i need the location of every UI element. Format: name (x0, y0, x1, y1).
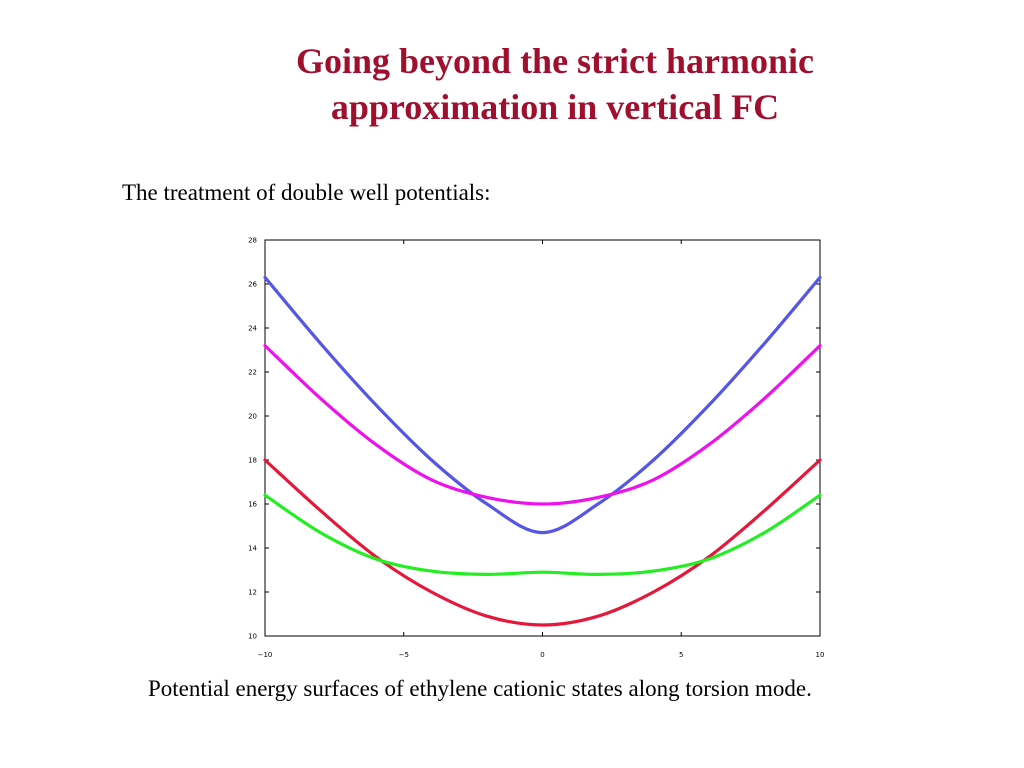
figure-caption: Potential energy surfaces of ethylene ca… (148, 676, 812, 701)
slide-subtitle: The treatment of double well potentials: (122, 180, 491, 205)
x-tick-label: −10 (258, 651, 273, 659)
slide-title-line-1: Going beyond the strict harmonic (296, 41, 814, 81)
x-tick-label: 5 (679, 651, 683, 659)
y-tick-label: 14 (248, 545, 257, 553)
series-line-2 (263, 344, 822, 506)
y-tick-label: 16 (248, 501, 257, 509)
slide-title-line-2: approximation in vertical FC (330, 87, 780, 127)
y-tick-label: 24 (248, 325, 257, 333)
y-tick-label: 20 (248, 413, 257, 421)
slide-title: Going beyond the strict harmonic approxi… (150, 38, 960, 130)
y-tick-label: 10 (248, 633, 257, 641)
y-tick-label: 22 (248, 369, 257, 377)
series-line-3 (263, 458, 822, 627)
y-tick-label: 12 (248, 589, 257, 597)
x-tick-label: −5 (399, 651, 409, 659)
potential-energy-chart: −10 −5 0 5 10 10 12 14 16 18 20 22 24 26 28 (248, 237, 825, 660)
x-tick-label: 10 (816, 651, 825, 659)
y-tick-label: 18 (248, 457, 257, 465)
y-tick-label: 26 (248, 281, 257, 289)
series-line-1 (263, 275, 822, 535)
x-tick-label: 0 (540, 651, 544, 659)
y-tick-label: 28 (248, 237, 257, 245)
series-line-4 (263, 493, 822, 577)
plot-frame (264, 239, 821, 637)
